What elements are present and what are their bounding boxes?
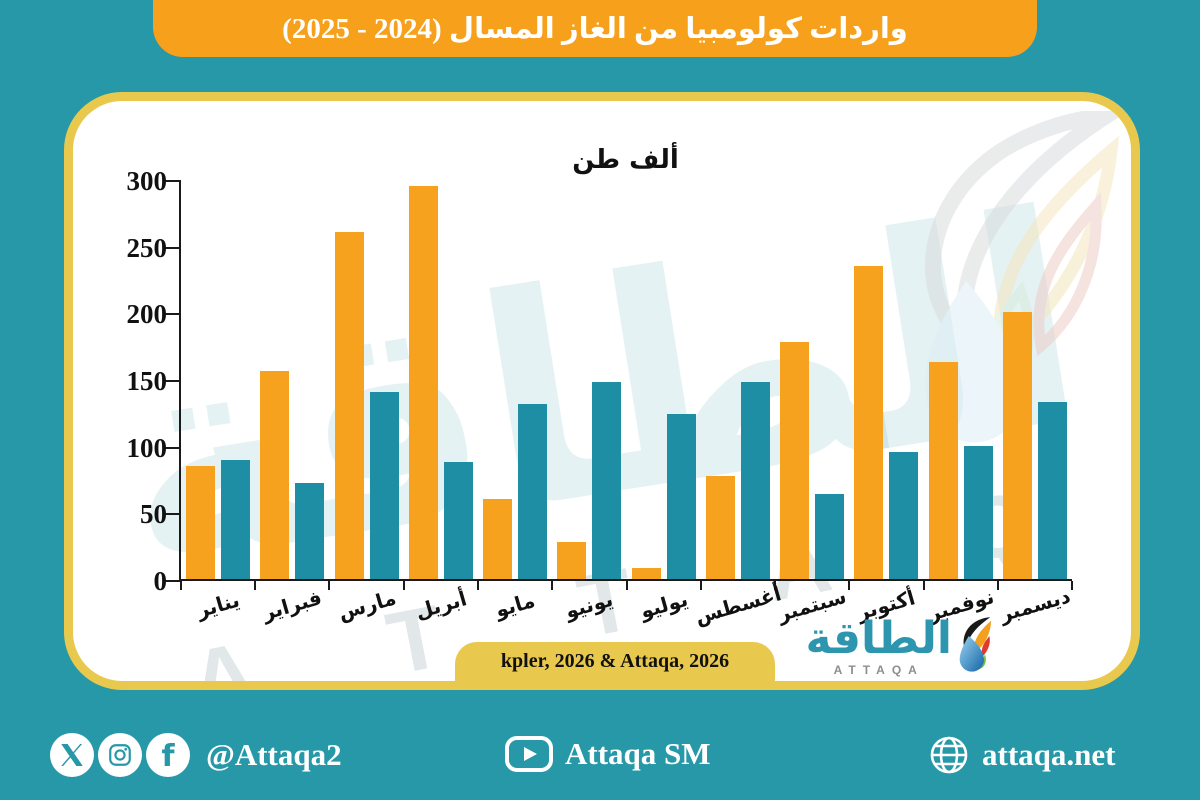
bar-teal-series-5: [518, 404, 548, 579]
x-tick-4: [476, 581, 479, 590]
month-group-4: [404, 181, 478, 579]
month-group-12: [998, 181, 1072, 579]
bar-orange-series-2: [260, 371, 290, 579]
brand-text: الطاقة ATTAQA: [805, 612, 952, 677]
x-tick-2: [328, 581, 331, 590]
bar-teal-series-8: [740, 381, 770, 579]
y-tick-label-200: 200: [126, 299, 168, 330]
globe-icon: [930, 736, 968, 774]
x-label-1: يناير: [194, 587, 243, 623]
y-tick-200: [165, 313, 181, 316]
bar-orange-series-12: [1002, 312, 1032, 579]
bar-orange-series-8: [705, 476, 735, 579]
x-label-5: مايو: [492, 587, 538, 623]
brand-name-latin: ATTAQA: [833, 663, 924, 677]
x-tick-8: [773, 581, 776, 590]
facebook-icon: f: [146, 733, 190, 777]
month-group-8: [701, 181, 775, 579]
y-tick-100: [165, 446, 181, 449]
y-tick-0: [165, 580, 181, 582]
x-label-3: مارس: [334, 585, 399, 625]
y-tick-label-150: 150: [126, 366, 168, 396]
bar-groups: [181, 181, 1072, 579]
x-label-8: أغسطس: [691, 581, 784, 629]
bar-orange-series-1: [186, 465, 216, 579]
y-tick-label-0: 0: [153, 566, 168, 596]
source-tab: kpler, 2026 & Attaqa, 2026: [455, 642, 775, 681]
x-label-12: ديسمبر: [996, 583, 1073, 627]
bar-teal-series-12: [1037, 401, 1067, 579]
x-label-2: فبراير: [259, 585, 325, 625]
x-tick-6: [625, 581, 628, 590]
bar-teal-series-2: [295, 483, 325, 579]
bar-orange-series-4: [408, 185, 438, 579]
social-handle: @Attaqa2: [206, 737, 342, 772]
x-tick-12: [1071, 581, 1073, 590]
x-tick-10: [922, 581, 925, 590]
x-twitter-icon: [50, 733, 94, 777]
x-label-4: أبريل: [412, 586, 470, 624]
month-group-1: [181, 181, 255, 579]
x-tick-5: [551, 581, 554, 590]
x-tick-3: [402, 581, 405, 590]
x-tick-9: [848, 581, 851, 590]
bar-orange-series-11: [928, 361, 958, 579]
bar-teal-series-9: [815, 493, 845, 579]
bar-orange-series-9: [780, 341, 810, 579]
month-group-7: [627, 181, 701, 579]
x-tick-1: [254, 581, 257, 590]
month-group-10: [849, 181, 923, 579]
chart-card: الطاقة A T T A Q A ألف طن 05010015020025…: [64, 92, 1140, 690]
month-group-3: [330, 181, 404, 579]
footer-social-group: f @Attaqa2: [50, 733, 342, 777]
y-tick-50: [165, 513, 181, 516]
bar-teal-series-7: [666, 413, 696, 579]
youtube-icon: [505, 736, 553, 772]
y-tick-250: [165, 246, 181, 249]
bar-orange-series-6: [557, 541, 587, 579]
brand-flame-drop-icon: [959, 617, 992, 673]
brand-name-arabic: الطاقة: [805, 612, 952, 664]
y-tick-150: [165, 380, 181, 382]
video-channel: Attaqa SM: [565, 736, 711, 771]
bar-orange-series-5: [483, 499, 513, 579]
bar-teal-series-3: [369, 392, 399, 579]
footer-video-group: Attaqa SM: [505, 736, 711, 772]
y-tick-label-50: 50: [140, 499, 167, 530]
y-tick-300: [165, 180, 181, 182]
month-group-5: [478, 181, 552, 579]
source-text: kpler, 2026 & Attaqa, 2026: [500, 650, 730, 672]
bar-orange-series-7: [631, 568, 661, 579]
x-tick-7: [699, 581, 702, 590]
bar-teal-series-11: [963, 445, 993, 579]
brand-logo: الطاقة ATTAQA: [805, 612, 993, 677]
month-group-2: [255, 181, 329, 579]
chart-unit-label: ألف طن: [572, 145, 679, 175]
y-tick-label-300: 300: [126, 166, 168, 196]
month-group-6: [552, 181, 626, 579]
footer-website-group: attaqa.net: [928, 734, 1115, 776]
x-label-7: يوليو: [637, 586, 691, 624]
bar-orange-series-3: [334, 232, 364, 579]
plot-area: 0 50 100 150 200 250 300 يناير فبراير مارس أبريل م…: [127, 166, 1073, 629]
x-tick-0: [180, 581, 182, 590]
month-group-11: [924, 181, 998, 579]
instagram-icon: [98, 733, 142, 777]
title-banner: واردات كولومبيا من الغاز المسال (2024 - …: [153, 0, 1037, 57]
footer: f @Attaqa2 Attaqa SM attaqa.net: [0, 700, 1200, 800]
website-url: attaqa.net: [982, 737, 1116, 772]
y-tick-label-250: 250: [126, 232, 168, 263]
x-label-6: يونيو: [562, 586, 616, 624]
bar-teal-series-1: [221, 460, 251, 579]
month-group-9: [775, 181, 849, 579]
bar-orange-series-10: [854, 265, 884, 579]
x-tick-11: [996, 581, 999, 590]
bar-teal-series-10: [889, 452, 919, 579]
y-tick-label-100: 100: [126, 432, 168, 463]
bar-teal-series-4: [443, 461, 473, 579]
page-title: واردات كولومبيا من الغاز المسال (2024 - …: [282, 13, 908, 45]
bar-teal-series-6: [592, 381, 622, 579]
